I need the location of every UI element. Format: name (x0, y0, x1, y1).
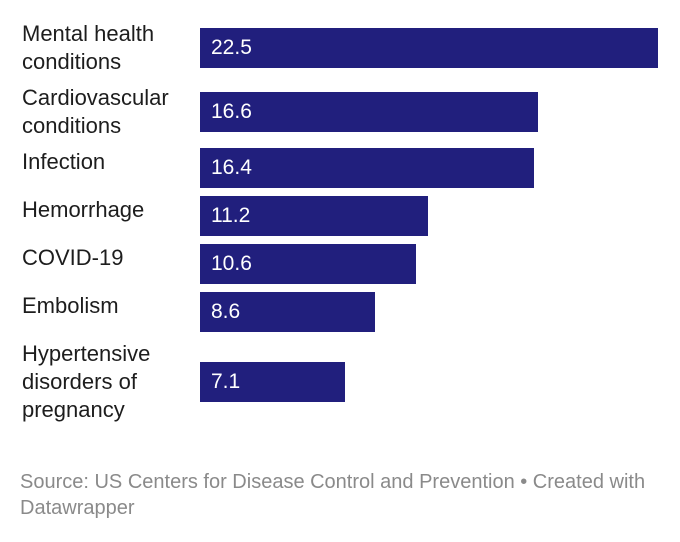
bar-value-label: 11.2 (211, 204, 251, 227)
bar-row: COVID-19 10.6 (0, 244, 680, 284)
bar-row: Embolism 8.6 (0, 292, 680, 332)
category-label: Hypertensive disorders of pregnancy (22, 341, 151, 422)
bar-value-label: 16.6 (211, 100, 252, 123)
bar-row: Cardiovascular conditions 16.6 (0, 84, 680, 140)
bar (200, 292, 376, 332)
category-label: Cardiovascular conditions (22, 85, 169, 138)
bar (200, 148, 534, 188)
bar-value-label: 8.6 (211, 300, 241, 323)
source-note: Source: US Centers for Disease Control a… (20, 471, 646, 519)
bar (200, 362, 345, 402)
bar-value-label: 7.1 (211, 370, 241, 393)
category-label: Infection (22, 149, 106, 174)
bar-value-label: 10.6 (211, 252, 252, 275)
bar-row: Mental health conditions 22.5 (0, 20, 680, 76)
bar-row: Hemorrhage 11.2 (0, 196, 680, 236)
bar-value-label: 22.5 (211, 36, 252, 59)
category-label: Embolism (22, 293, 119, 318)
bar-row: Infection 16.4 (0, 148, 680, 188)
category-label: COVID-19 (22, 245, 124, 270)
bar-row: Hypertensive disorders of pregnancy 7.1 (0, 340, 680, 424)
category-label: Hemorrhage (22, 197, 145, 222)
bar (200, 28, 658, 68)
bar (200, 92, 538, 132)
bar-value-label: 16.4 (211, 156, 252, 179)
bar (200, 244, 416, 284)
category-label: Mental health conditions (22, 21, 155, 74)
bar (200, 196, 428, 236)
